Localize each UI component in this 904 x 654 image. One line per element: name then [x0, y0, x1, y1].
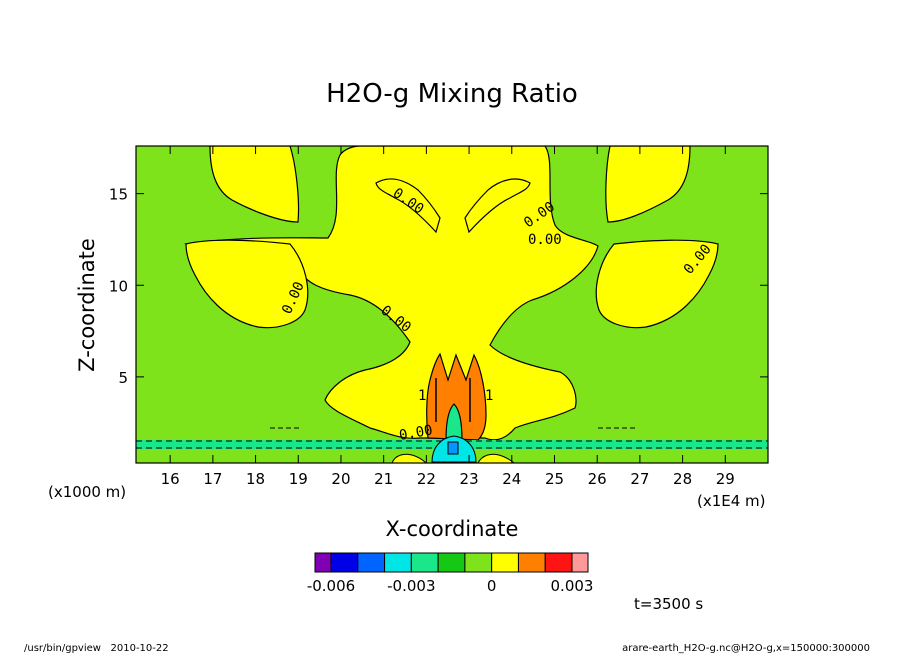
- x-tick-label: 25: [545, 470, 564, 488]
- colorbar: [314, 552, 589, 573]
- x-tick-label: 17: [203, 470, 222, 488]
- x-tick-label: 22: [417, 470, 436, 488]
- time-label: t=3500 s: [634, 595, 703, 613]
- yellow-region-upper-right: [605, 146, 691, 223]
- contour-label: 0.00: [398, 422, 434, 444]
- colorbar-tick-label: 0: [487, 577, 497, 595]
- orange-core-region: [426, 352, 487, 441]
- footer-left: /usr/bin/gpview 2010-10-22: [24, 643, 169, 654]
- x-tick-label: 20: [331, 470, 350, 488]
- colorbar-swatch: [437, 552, 466, 573]
- y-unit-label: (x1000 m): [48, 483, 126, 501]
- x-tick-label: 23: [460, 470, 479, 488]
- colorbar-tick-label: 0.003: [551, 577, 594, 595]
- yellow-region-mid-right: [595, 239, 719, 329]
- plot-frame: [135, 145, 769, 464]
- x-unit-label: (x1E4 m): [697, 492, 766, 510]
- contour-label: 1: [485, 388, 493, 404]
- inner-green-tongue: [445, 403, 463, 441]
- x-tick-label: 21: [374, 470, 393, 488]
- yellow-region-mid-left: [185, 239, 309, 329]
- yellow-bump-right: [477, 453, 515, 463]
- colorbar-swatch: [544, 552, 573, 573]
- colorbar-swatch: [517, 552, 546, 573]
- x-tick-label: 16: [161, 470, 180, 488]
- x-tick-label: 26: [588, 470, 607, 488]
- x-tick-label: 24: [502, 470, 521, 488]
- x-tick-label: 28: [673, 470, 692, 488]
- colorbar-swatch: [410, 552, 439, 573]
- footer-right: arare-earth_H2O-g.nc@H2O-g,x=150000:3000…: [622, 643, 870, 654]
- x-tick-label: 19: [289, 470, 308, 488]
- chart-title: H2O-g Mixing Ratio: [326, 79, 578, 109]
- x-tick-label: 27: [630, 470, 649, 488]
- contour-label: 1: [418, 388, 426, 404]
- y-axis-label: Z-coordinate: [75, 238, 99, 372]
- colorbar-swatch: [571, 552, 589, 573]
- y-tick-label: 15: [109, 186, 128, 204]
- x-axis-ticks: 16 17 18 19 20 21 22 23 24 25 26 27 28 29: [161, 146, 735, 488]
- colorbar-swatch: [357, 552, 386, 573]
- y-axis-ticks: 5 10 15: [109, 186, 768, 387]
- colorbar-swatch: [330, 552, 359, 573]
- colorbar-tick-label: -0.006: [307, 577, 355, 595]
- colorbar-tick-label: -0.003: [387, 577, 435, 595]
- colorbar-swatch: [491, 552, 519, 573]
- yellow-region-upper-left: [209, 146, 300, 223]
- x-tick-label: 29: [716, 470, 735, 488]
- yellow-plume-fingers: [375, 178, 531, 234]
- contour-label: 0.00: [528, 232, 562, 248]
- colorbar-swatch: [384, 552, 412, 573]
- y-tick-label: 10: [109, 277, 128, 295]
- colorbar-tick-labels: -0.006 -0.003 0 0.003: [307, 577, 594, 595]
- x-axis-label: X-coordinate: [386, 517, 519, 541]
- yellow-bump-left: [391, 453, 427, 463]
- colorbar-swatch: [464, 552, 493, 573]
- blue-anomaly: [447, 441, 459, 455]
- colorbar-swatch: [314, 552, 332, 573]
- plot-area: [136, 146, 768, 463]
- x-tick-label: 18: [246, 470, 265, 488]
- y-tick-label: 5: [118, 369, 128, 387]
